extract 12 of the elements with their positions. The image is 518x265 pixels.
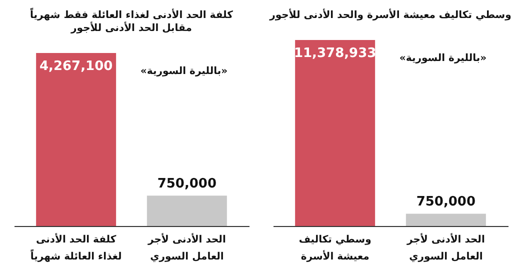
chart-title: وسطي تكاليف معيشة الأسرة والحد الأدنى للأجور (268, 8, 512, 21)
x-tick-label: الحد الأدنى لأجر العامل السوري (406, 232, 485, 262)
x-tick-label: وسطي تكاليف معيشة الأسرة (298, 234, 372, 262)
x-tick-label: كلفة الحد الأدنى لغذاء العائلة شهرياً (30, 232, 122, 262)
annotation: «بالليرة السورية» (140, 66, 228, 77)
chart-title: كلفة الحد الأدنى لغذاء العائلة فقط شهرياً (30, 6, 234, 21)
data-label: 750,000 (416, 194, 476, 210)
x-tick-label: الحد الأدنى لأجر العامل السوري (146, 232, 226, 262)
annotation: «بالليرة السورية» (399, 53, 487, 64)
data-label: 4,267,100 (39, 59, 113, 74)
data-label: 750,000 (157, 176, 217, 192)
chart-subtitle: مقابل الحد الأدنى للأجور (70, 21, 192, 34)
